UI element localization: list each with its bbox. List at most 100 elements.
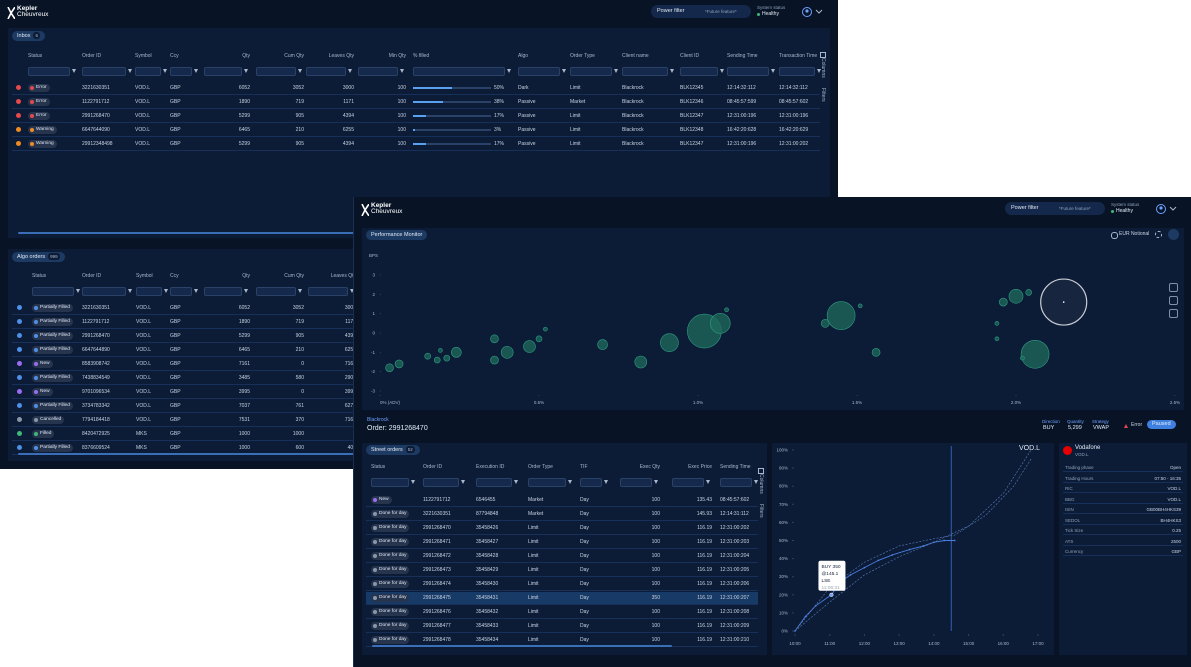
column-filter[interactable] bbox=[528, 478, 566, 487]
table-row[interactable] bbox=[366, 620, 758, 633]
column-filter[interactable] bbox=[720, 478, 752, 487]
filter-icon[interactable] bbox=[76, 289, 80, 293]
panel-title[interactable]: Performance Monitor bbox=[366, 230, 428, 240]
filter-icon[interactable] bbox=[400, 69, 404, 73]
column-filter[interactable] bbox=[371, 478, 409, 487]
column-filter[interactable] bbox=[32, 287, 74, 296]
zoom-in[interactable] bbox=[1169, 283, 1178, 292]
filter-icon[interactable] bbox=[348, 69, 352, 73]
column-filter[interactable] bbox=[308, 287, 348, 296]
filter-icon[interactable] bbox=[654, 480, 658, 484]
filter-icon[interactable] bbox=[706, 480, 710, 484]
filter-icon[interactable] bbox=[514, 480, 518, 484]
column-filter[interactable] bbox=[518, 67, 560, 76]
table-row[interactable] bbox=[12, 110, 820, 123]
column-filter[interactable] bbox=[170, 287, 192, 296]
table-row[interactable] bbox=[366, 494, 758, 507]
filter-icon[interactable] bbox=[298, 289, 302, 293]
settings[interactable] bbox=[1155, 231, 1162, 238]
filter-icon[interactable] bbox=[411, 480, 415, 484]
filter-icon[interactable] bbox=[720, 69, 724, 73]
filter-icon[interactable] bbox=[461, 480, 465, 484]
column-filter[interactable] bbox=[170, 67, 192, 76]
panel-title[interactable]: Inbox 6 bbox=[12, 31, 45, 41]
filter-icon[interactable] bbox=[670, 69, 674, 73]
zoom-out[interactable] bbox=[1169, 309, 1178, 318]
columns-tab[interactable]: Columns bbox=[820, 58, 826, 78]
filter-icon[interactable] bbox=[194, 289, 198, 293]
power-filter[interactable]: Power filter *Future feature* bbox=[651, 5, 751, 18]
filter-icon[interactable] bbox=[604, 480, 608, 484]
table-row[interactable] bbox=[12, 124, 820, 137]
filter-icon[interactable] bbox=[72, 69, 76, 73]
column-filter[interactable] bbox=[204, 67, 242, 76]
filter-icon[interactable] bbox=[244, 69, 248, 73]
filter-icon[interactable] bbox=[562, 69, 566, 73]
filters-tab[interactable]: Filters bbox=[820, 88, 826, 102]
column-filter[interactable] bbox=[256, 67, 296, 76]
column-filter[interactable] bbox=[82, 67, 126, 76]
filter-icon[interactable] bbox=[128, 289, 132, 293]
filter-icon[interactable] bbox=[771, 69, 775, 73]
column-filter[interactable] bbox=[204, 287, 242, 296]
filter-icon[interactable] bbox=[507, 69, 511, 73]
scrollbar[interactable] bbox=[18, 232, 354, 234]
filters-tab[interactable]: Filters bbox=[758, 504, 764, 518]
column-filter[interactable] bbox=[413, 67, 505, 76]
scrollbar[interactable] bbox=[18, 453, 354, 455]
column-filter[interactable] bbox=[358, 67, 398, 76]
panel-title[interactable]: Algo orders 999 bbox=[12, 252, 65, 262]
table-row[interactable] bbox=[12, 96, 820, 109]
filter-icon[interactable] bbox=[568, 480, 572, 484]
table-row[interactable] bbox=[366, 536, 758, 549]
column-filter[interactable] bbox=[82, 287, 126, 296]
reset[interactable] bbox=[1169, 296, 1178, 305]
column-filter[interactable] bbox=[256, 287, 296, 296]
table-row[interactable] bbox=[12, 82, 820, 95]
user-icon[interactable] bbox=[1155, 203, 1181, 215]
filter-icon[interactable] bbox=[298, 69, 302, 73]
table-cell: 35458430 bbox=[476, 581, 499, 587]
column-filter[interactable] bbox=[28, 67, 70, 76]
filter-icon[interactable] bbox=[244, 289, 248, 293]
column-filter[interactable] bbox=[135, 67, 161, 76]
table-row[interactable] bbox=[366, 606, 758, 619]
user-menu[interactable] bbox=[1155, 202, 1181, 214]
table-row[interactable] bbox=[366, 564, 758, 577]
filter-icon[interactable] bbox=[614, 69, 618, 73]
filter-icon[interactable] bbox=[164, 289, 168, 293]
filter-icon[interactable] bbox=[754, 480, 758, 484]
column-filter[interactable] bbox=[620, 478, 652, 487]
filter-icon[interactable] bbox=[350, 289, 354, 293]
table-row[interactable] bbox=[366, 550, 758, 563]
columns-tab[interactable]: Columns bbox=[758, 474, 764, 494]
filter-icon[interactable] bbox=[817, 69, 821, 73]
table-row[interactable] bbox=[12, 138, 820, 151]
paused-button[interactable]: Paused bbox=[1147, 420, 1176, 429]
column-filter[interactable] bbox=[622, 67, 668, 76]
scrollbar[interactable] bbox=[372, 645, 672, 647]
table-row[interactable] bbox=[366, 592, 758, 605]
user-icon[interactable] bbox=[801, 6, 827, 18]
power-filter[interactable]: Power filter *Future feature* bbox=[1005, 202, 1105, 215]
panel-title[interactable]: Street orders 52 bbox=[366, 445, 420, 455]
filter-icon[interactable] bbox=[194, 69, 198, 73]
column-filter[interactable] bbox=[727, 67, 769, 76]
column-filter[interactable] bbox=[580, 478, 602, 487]
toggle[interactable] bbox=[1111, 232, 1118, 239]
column-filter[interactable] bbox=[136, 287, 162, 296]
close[interactable] bbox=[1168, 229, 1179, 240]
table-row[interactable] bbox=[366, 578, 758, 591]
column-filter[interactable] bbox=[680, 67, 718, 76]
column-filter[interactable] bbox=[423, 478, 459, 487]
column-filter[interactable] bbox=[306, 67, 346, 76]
column-filter[interactable] bbox=[779, 67, 815, 76]
column-filter[interactable] bbox=[476, 478, 512, 487]
filter-icon[interactable] bbox=[128, 69, 132, 73]
table-row[interactable] bbox=[366, 508, 758, 521]
user-menu[interactable] bbox=[801, 5, 827, 17]
column-filter[interactable] bbox=[570, 67, 612, 76]
filter-icon[interactable] bbox=[163, 69, 167, 73]
table-row[interactable] bbox=[366, 522, 758, 535]
column-filter[interactable] bbox=[672, 478, 704, 487]
